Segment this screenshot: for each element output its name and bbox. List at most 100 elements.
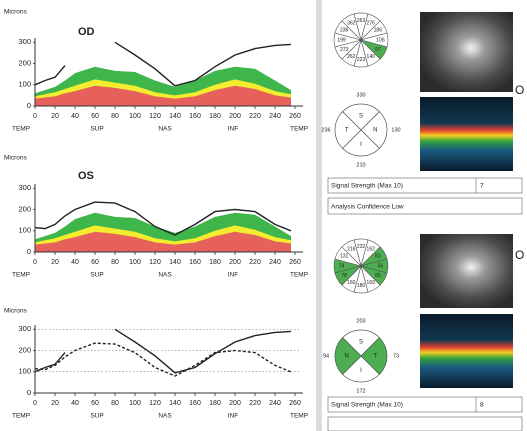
region-label: TEMP [12, 272, 30, 279]
x-tick-label: 20 [51, 113, 59, 120]
x-tick-label: 0 [33, 400, 37, 407]
x-tick-label: 60 [91, 113, 99, 120]
x-tick-label: 200 [229, 400, 241, 407]
clock-value: 180 [357, 283, 366, 289]
quadrant-value: 203 [356, 318, 365, 324]
quadrant-letter: N [345, 354, 349, 360]
signal-value: 8 [480, 402, 484, 409]
clock-value: 236 [340, 28, 349, 34]
clock-value: 223 [357, 57, 366, 63]
y-tick-label: 100 [18, 367, 31, 376]
x-tick-label: 140 [169, 259, 181, 266]
x-tick-label: 140 [169, 400, 181, 407]
region-label: TEMP [290, 413, 308, 420]
y-tick-label: 300 [18, 324, 31, 333]
x-tick-label: 180 [209, 113, 221, 120]
y-tick-label: 0 [27, 101, 31, 110]
y-tick-label: 0 [27, 247, 31, 256]
signal-label: Signal Strength (Max 10) [331, 183, 403, 190]
quadrant-letter: T [345, 128, 349, 134]
x-tick-label: 220 [249, 113, 261, 120]
info-box [328, 417, 522, 431]
clock-value: 97 [375, 47, 381, 53]
clock-value: 362 [347, 20, 356, 26]
clock-value: 162 [367, 246, 376, 252]
x-tick-label: 160 [189, 400, 201, 407]
page: MicronsOD0100200300020406080100120140160… [0, 0, 527, 431]
oct-scan [420, 97, 513, 171]
x-tick-label: 0 [33, 259, 37, 266]
clock-value: 216 [347, 246, 356, 252]
x-tick-label: 80 [111, 400, 119, 407]
y-axis-label: Microns [4, 155, 28, 162]
x-tick-label: 240 [269, 113, 281, 120]
y-tick-label: 300 [18, 37, 31, 46]
region-label: TEMP [290, 272, 308, 279]
region-label: INF [228, 413, 239, 420]
x-tick-label: 260 [289, 259, 301, 266]
quadrant-value: 172 [356, 388, 365, 394]
quadrant-letter: N [373, 128, 377, 134]
quadrant-value: 73 [393, 353, 399, 359]
quadrant-value: 330 [356, 92, 365, 98]
y-axis-label: Microns [4, 308, 28, 315]
region-label: INF [228, 272, 239, 279]
x-tick-label: 80 [111, 259, 119, 266]
clock-value: 140 [367, 54, 376, 60]
clock-value: 199 [337, 37, 346, 43]
clock-value: 160 [347, 280, 356, 286]
clock-value: 186 [374, 28, 383, 34]
y-tick-label: 100 [18, 226, 31, 235]
x-tick-label: 120 [149, 400, 161, 407]
clock-value: 262 [347, 54, 356, 60]
fundus-image [420, 234, 513, 308]
x-tick-label: 240 [269, 400, 281, 407]
region-label: TEMP [12, 126, 30, 133]
region-label: NAS [158, 272, 172, 279]
quadrant-value: 236 [321, 127, 330, 133]
x-tick-label: 0 [33, 113, 37, 120]
x-tick-label: 100 [129, 113, 141, 120]
clock-value: 83 [375, 254, 381, 260]
x-tick-label: 220 [249, 259, 261, 266]
quadrant-letter: T [373, 354, 377, 360]
x-tick-label: 40 [71, 259, 79, 266]
x-tick-label: 100 [129, 400, 141, 407]
confidence: Analysis Confidence Low [331, 204, 404, 211]
clock-value: 78 [341, 273, 347, 279]
x-tick-label: 100 [129, 259, 141, 266]
y-tick-label: 300 [18, 183, 31, 192]
x-tick-label: 120 [149, 113, 161, 120]
clock-value: 263 [357, 18, 366, 24]
region-label: SUP [90, 413, 103, 420]
quadrant-letter: S [359, 339, 363, 345]
clock-value: 232 [357, 244, 366, 250]
clock-value: 74 [339, 263, 345, 269]
signal-label: Signal Strength (Max 10) [331, 402, 403, 409]
region-label: SUP [90, 272, 103, 279]
oct-scan [420, 314, 513, 388]
region-label: NAS [158, 126, 172, 133]
y-axis-label: Microns [4, 9, 28, 16]
x-tick-label: 180 [209, 400, 221, 407]
x-tick-label: 260 [289, 400, 301, 407]
x-tick-label: 20 [51, 400, 59, 407]
x-tick-label: 240 [269, 259, 281, 266]
quadrant-value: 130 [391, 127, 400, 133]
y-tick-label: 0 [27, 388, 31, 397]
x-tick-label: 80 [111, 113, 119, 120]
clock-value: 106 [376, 37, 385, 43]
clock-value: 56 [378, 263, 384, 269]
quadrant-value: 210 [356, 162, 365, 168]
fundus-image [420, 12, 513, 92]
eye-label: O [515, 83, 524, 97]
x-tick-label: 60 [91, 259, 99, 266]
quadrant-letter: S [359, 113, 363, 119]
y-tick-label: 200 [18, 204, 31, 213]
x-tick-label: 40 [71, 400, 79, 407]
x-tick-label: 160 [189, 259, 201, 266]
clock-value: 273 [340, 47, 349, 53]
region-label: SUP [90, 126, 103, 133]
x-tick-label: 180 [209, 259, 221, 266]
region-label: TEMP [12, 413, 30, 420]
